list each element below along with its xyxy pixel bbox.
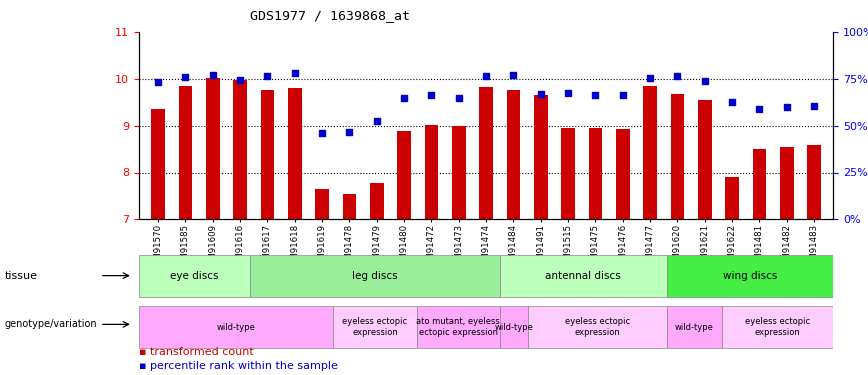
Bar <box>479 87 493 219</box>
Bar <box>643 86 657 219</box>
Bar <box>452 126 465 219</box>
Bar <box>260 90 274 219</box>
Point <box>561 90 575 96</box>
Point <box>315 130 329 136</box>
Point <box>479 74 493 80</box>
Point <box>506 72 520 78</box>
Text: eyeless ectopic
expression: eyeless ectopic expression <box>564 317 630 337</box>
Point <box>233 77 247 83</box>
Text: antennal discs: antennal discs <box>545 271 621 281</box>
Bar <box>726 177 739 219</box>
Bar <box>671 94 684 219</box>
Point <box>779 104 793 110</box>
Point <box>589 92 602 98</box>
Text: wild-type: wild-type <box>495 322 533 332</box>
Bar <box>288 88 301 219</box>
Bar <box>534 95 548 219</box>
Point <box>753 106 766 112</box>
Bar <box>698 100 712 219</box>
Point <box>288 70 302 76</box>
Bar <box>139 306 333 348</box>
Bar <box>250 255 500 297</box>
Text: wild-type: wild-type <box>217 322 255 332</box>
Text: eyeless ectopic
expression: eyeless ectopic expression <box>342 317 408 337</box>
Bar <box>151 109 165 219</box>
Bar <box>343 194 356 219</box>
Point <box>151 79 165 85</box>
Bar <box>315 189 329 219</box>
Point <box>643 75 657 81</box>
Bar <box>780 147 793 219</box>
Bar <box>528 306 667 348</box>
Point <box>725 99 739 105</box>
Point <box>807 103 821 109</box>
Text: ▪ transformed count: ▪ transformed count <box>139 347 253 357</box>
Text: ▪ percentile rank within the sample: ▪ percentile rank within the sample <box>139 361 338 370</box>
Text: ato mutant, eyeless
ectopic expression: ato mutant, eyeless ectopic expression <box>417 317 500 337</box>
Bar <box>233 80 247 219</box>
Bar <box>500 306 528 348</box>
Point <box>698 78 712 84</box>
Bar <box>589 128 602 219</box>
Text: eyeless ectopic
expression: eyeless ectopic expression <box>745 317 811 337</box>
Point <box>343 129 357 135</box>
Bar <box>424 124 438 219</box>
Text: genotype/variation: genotype/variation <box>4 320 97 329</box>
Point <box>424 92 438 98</box>
Point <box>670 74 684 80</box>
Bar <box>333 306 417 348</box>
Point <box>398 94 411 100</box>
Bar <box>507 90 520 219</box>
Point <box>260 74 274 80</box>
Bar <box>807 146 821 219</box>
Point <box>615 92 629 98</box>
Bar <box>179 86 192 219</box>
Bar <box>206 78 220 219</box>
Bar <box>616 129 629 219</box>
Bar <box>500 255 667 297</box>
Text: leg discs: leg discs <box>352 271 398 281</box>
Bar <box>417 306 500 348</box>
Point <box>370 118 384 124</box>
Point <box>179 74 193 80</box>
Bar <box>667 255 833 297</box>
Bar <box>370 183 384 219</box>
Bar <box>722 306 833 348</box>
Bar <box>753 149 766 219</box>
Point <box>534 91 548 97</box>
Text: tissue: tissue <box>4 271 37 280</box>
Bar <box>398 131 411 219</box>
Text: wild-type: wild-type <box>675 322 713 332</box>
Text: wing discs: wing discs <box>723 271 777 281</box>
Bar <box>562 128 575 219</box>
Text: GDS1977 / 1639868_at: GDS1977 / 1639868_at <box>250 9 410 22</box>
Bar <box>139 255 250 297</box>
Text: eye discs: eye discs <box>170 271 219 281</box>
Bar <box>667 306 722 348</box>
Point <box>206 72 220 78</box>
Point <box>452 94 466 100</box>
